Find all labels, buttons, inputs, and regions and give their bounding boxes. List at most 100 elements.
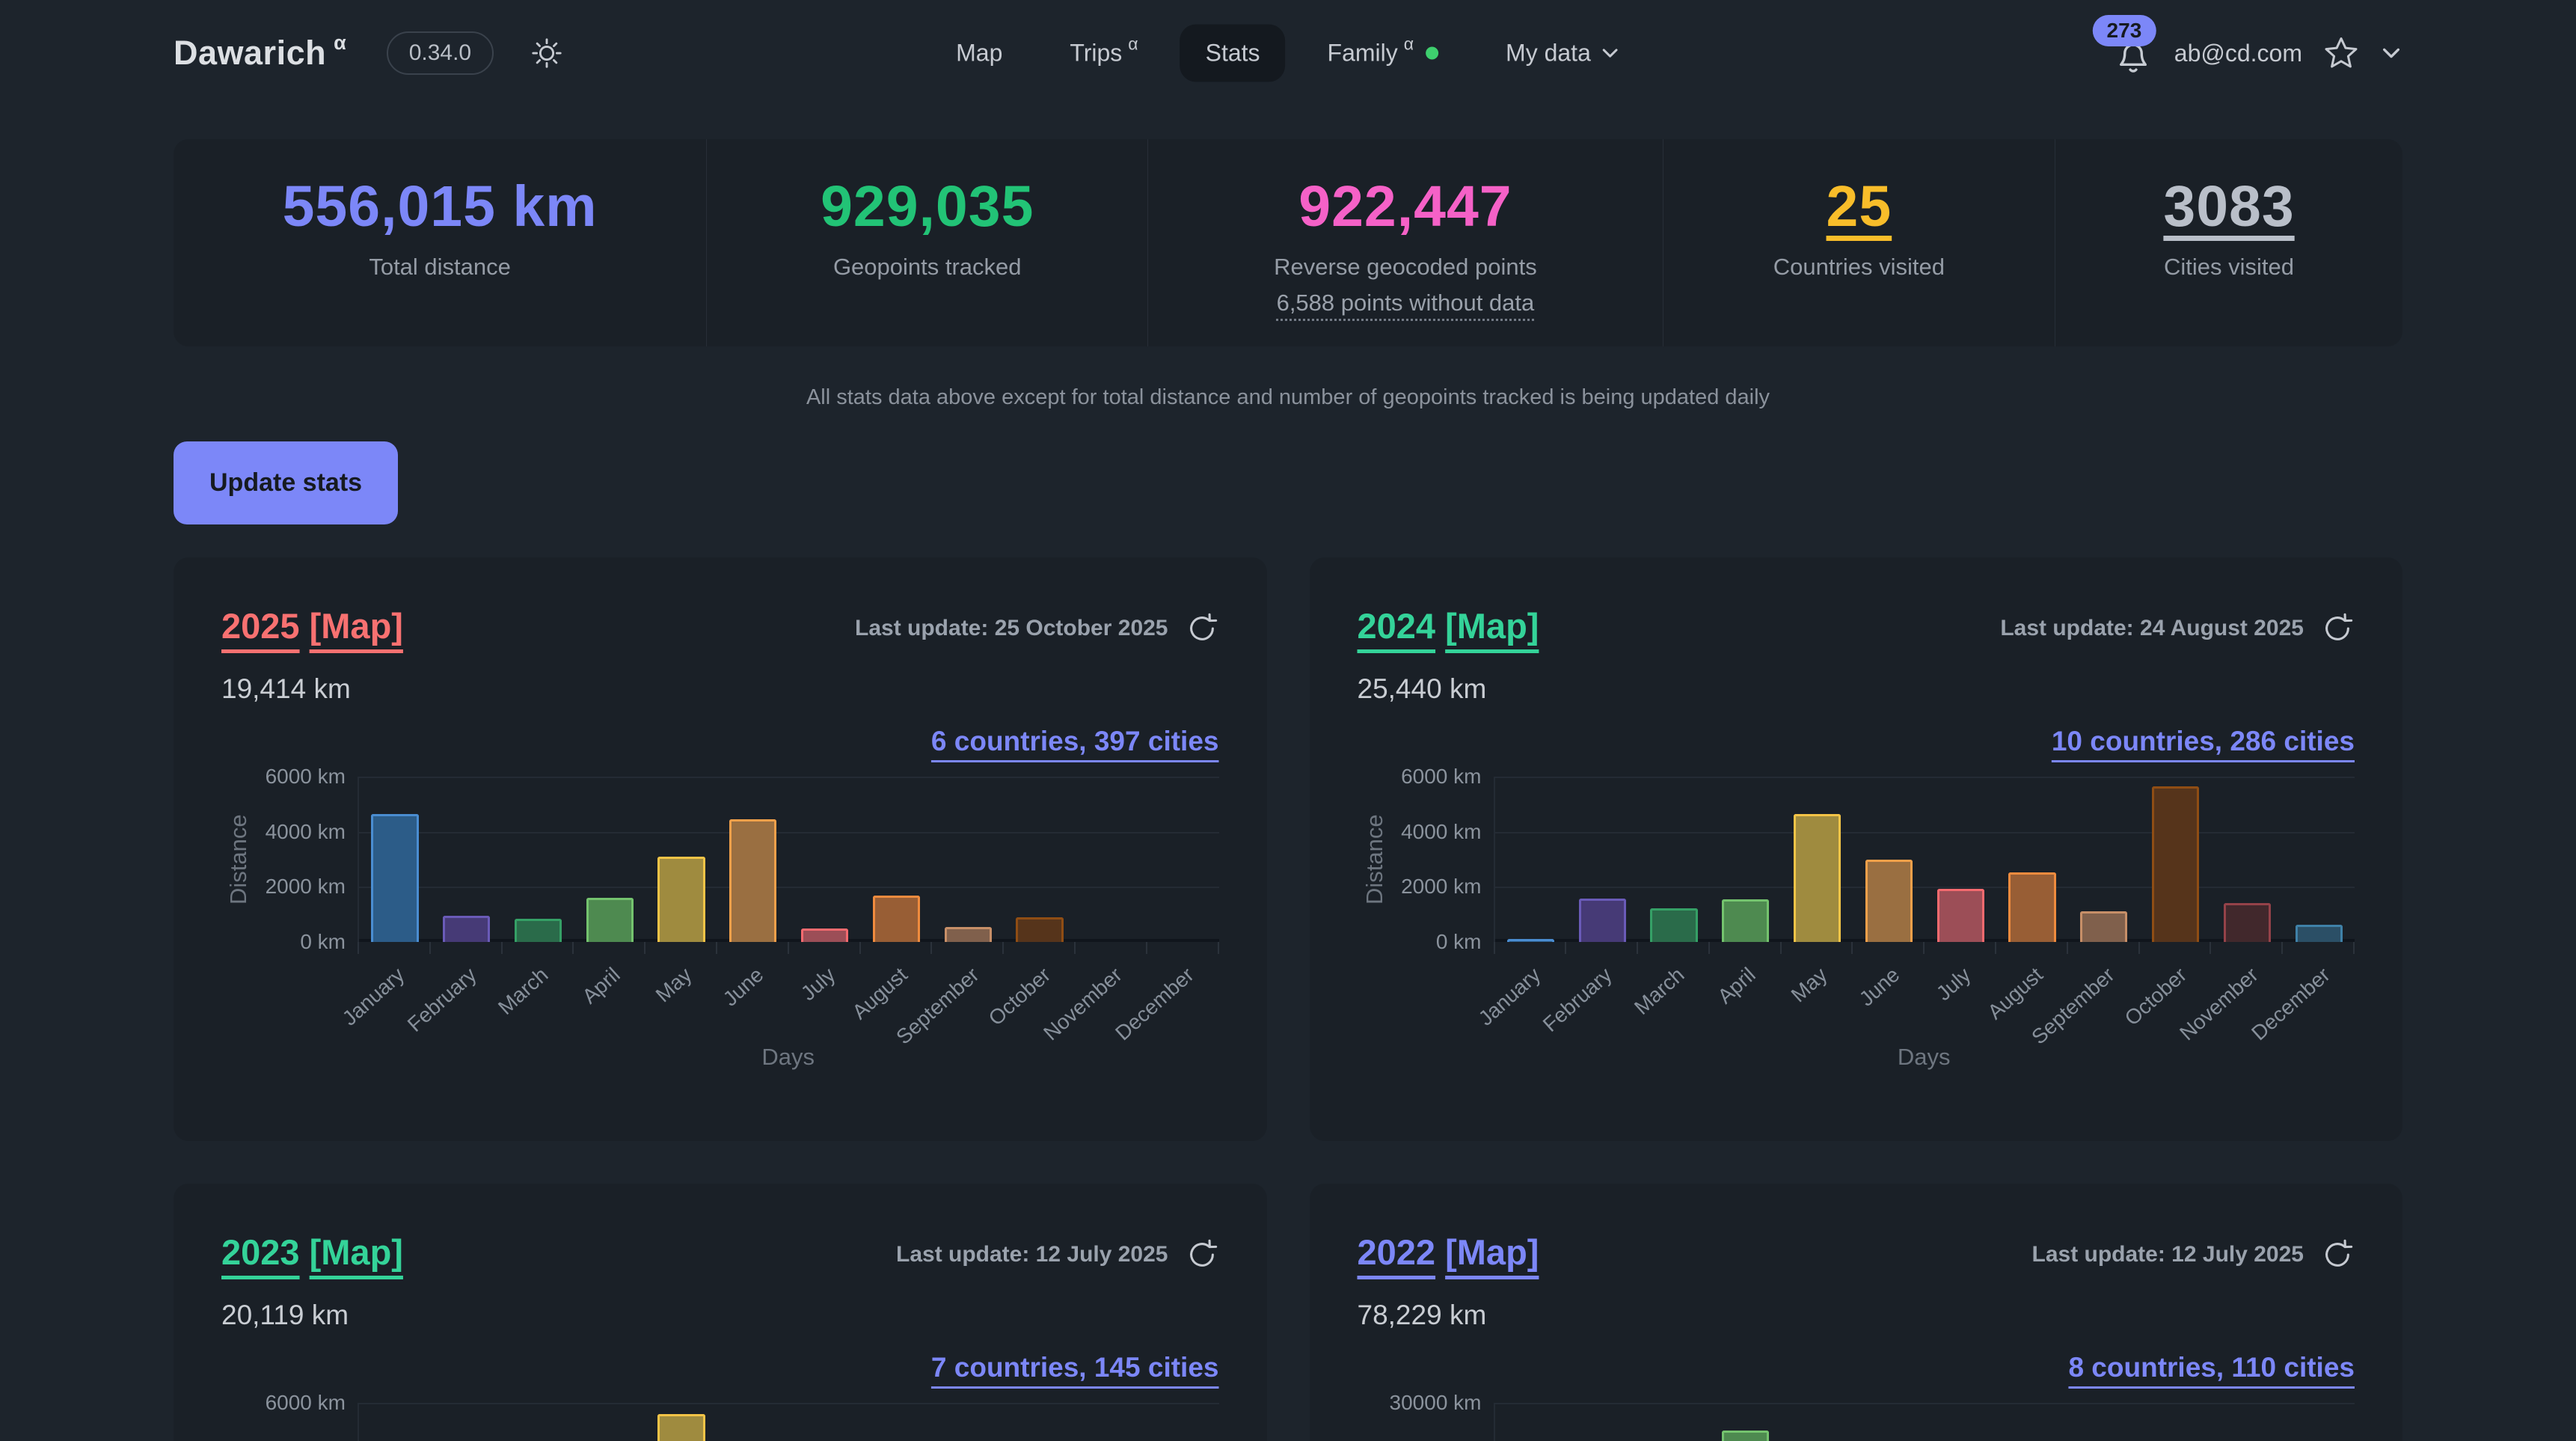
year-link[interactable]: 2023 xyxy=(221,1232,300,1272)
year-map-link[interactable]: [Map] xyxy=(1445,606,1539,646)
bar-slot xyxy=(503,1403,574,1441)
year-map-link[interactable]: [Map] xyxy=(309,606,403,646)
y-axis-title: Distance xyxy=(1361,814,1387,905)
bar-slot xyxy=(1782,1403,1853,1441)
stat-value: 929,035 xyxy=(821,174,1034,239)
bar-slot xyxy=(1638,1403,1710,1441)
refresh-button[interactable] xyxy=(1185,611,1219,646)
nav-stats[interactable]: Stats xyxy=(1180,24,1286,82)
countries-cities-row: 8 countries, 110 cities xyxy=(1358,1352,2355,1383)
month-label: June xyxy=(1854,963,1904,1011)
stats-note: All stats data above except for total di… xyxy=(806,385,1770,409)
nav-label: My data xyxy=(1506,39,1591,67)
year-distance: 25,440 km xyxy=(1357,673,1487,704)
year-card-header: 2025 [Map] Last update: 25 October 2025 xyxy=(221,605,1219,646)
bar-slot xyxy=(645,777,717,942)
bar-october xyxy=(1016,917,1064,942)
countries-cities-link[interactable]: 6 countries, 397 cities xyxy=(930,726,1219,756)
bar-slot xyxy=(431,777,503,942)
bar-slot xyxy=(1996,1403,2068,1441)
points-without-data-link[interactable]: 6,588 points without data xyxy=(1276,290,1535,316)
nav-map[interactable]: Map xyxy=(930,25,1028,82)
bar-june xyxy=(729,819,777,942)
app-title[interactable]: Dawarich xyxy=(174,34,327,72)
notifications-count-badge: 273 xyxy=(2092,14,2156,46)
month-label: December xyxy=(2247,963,2334,1045)
nav-my-data[interactable]: My data xyxy=(1480,25,1646,82)
year-link[interactable]: 2022 xyxy=(1357,1232,1436,1272)
update-stats-button[interactable]: Update stats xyxy=(174,441,399,524)
month-label: January xyxy=(1473,963,1545,1030)
chevron-down-icon xyxy=(2382,48,2400,58)
bar-july xyxy=(1936,889,1984,942)
nav-trips[interactable]: Trips α xyxy=(1044,25,1163,82)
year-card-header: 2022 [Map] Last update: 12 July 2025 xyxy=(1358,1232,2355,1273)
bar-slot xyxy=(1925,777,1996,942)
y-tick-label: 0 km xyxy=(300,930,346,953)
refresh-icon xyxy=(1189,1239,1217,1267)
bar-june xyxy=(1865,860,1913,942)
bar-january xyxy=(371,814,419,942)
refresh-button[interactable] xyxy=(2320,611,2355,646)
year-title: 2025 [Map] xyxy=(221,605,403,646)
bar-slot xyxy=(932,1403,1004,1441)
notifications-button[interactable]: 273 xyxy=(2092,14,2156,83)
bar-slot xyxy=(1925,1403,1996,1441)
refresh-button[interactable] xyxy=(1185,1237,1219,1272)
year-map-link[interactable]: [Map] xyxy=(309,1232,403,1272)
app-alpha-badge: α xyxy=(334,31,346,54)
countries-cities-link[interactable]: 10 countries, 286 cities xyxy=(2051,726,2355,756)
bar-slot xyxy=(2211,1403,2283,1441)
y-tick-label: 4000 km xyxy=(265,819,346,843)
year-distance: 19,414 km xyxy=(221,673,351,704)
year-link[interactable]: 2024 xyxy=(1357,606,1436,646)
year-map-link[interactable]: [Map] xyxy=(1445,1232,1539,1272)
bar-slot xyxy=(1710,777,1782,942)
bar-slot xyxy=(789,1403,861,1441)
theme-toggle-button[interactable] xyxy=(530,36,564,70)
stat-value[interactable]: 3083 xyxy=(2163,174,2295,239)
countries-cities-row: 10 countries, 286 cities xyxy=(1358,726,2355,757)
bar-slot xyxy=(1076,1403,1147,1441)
bar-april xyxy=(1722,1431,1770,1441)
year-card-2023: 2023 [Map] Last update: 12 July 2025 20,… xyxy=(174,1184,1267,1441)
family-online-dot xyxy=(1426,46,1439,60)
year-title: 2022 [Map] xyxy=(1358,1232,1539,1273)
countries-cities-link[interactable]: 8 countries, 110 cities xyxy=(2068,1352,2355,1383)
version-badge: 0.34.0 xyxy=(386,31,494,75)
user-email[interactable]: ab@cd.com xyxy=(2174,39,2302,67)
bar-slot xyxy=(717,777,789,942)
favorite-button[interactable] xyxy=(2323,35,2359,71)
nav-family[interactable]: Family α xyxy=(1302,25,1465,82)
stat-label: Cities visited xyxy=(2164,254,2295,280)
last-update-wrap: Last update: 25 October 2025 xyxy=(855,611,1218,646)
gridline xyxy=(1494,777,2355,778)
countries-cities-link[interactable]: 7 countries, 145 cities xyxy=(930,1352,1219,1383)
year-link[interactable]: 2025 xyxy=(221,606,300,646)
bar-slot xyxy=(932,777,1004,942)
bar-slot xyxy=(2283,777,2355,942)
month-label: November xyxy=(1039,963,1127,1045)
refresh-icon xyxy=(2325,613,2353,640)
refresh-icon xyxy=(2325,1239,2353,1267)
stat-value[interactable]: 25 xyxy=(1826,174,1892,239)
plot-area xyxy=(1493,1403,2355,1441)
year-card-header: 2024 [Map] Last update: 24 August 2025 xyxy=(1358,605,2355,646)
bars xyxy=(1495,1403,2355,1441)
x-axis-baseline xyxy=(1494,939,2355,942)
bar-slot xyxy=(359,777,431,942)
plot-area xyxy=(358,777,1219,942)
last-update-label: Last update: 25 October 2025 xyxy=(855,616,1168,640)
gridline xyxy=(1494,887,2355,889)
bar-slot xyxy=(1566,777,1638,942)
refresh-icon xyxy=(1189,613,1217,640)
bar-slot xyxy=(1782,777,1853,942)
stat-countries-visited: 25 Countries visited xyxy=(1662,139,2055,346)
account-menu-button[interactable] xyxy=(2380,42,2402,64)
bar-slot xyxy=(2068,777,2140,942)
refresh-button[interactable] xyxy=(2320,1237,2355,1272)
x-axis-labels: January February March April May June July Augu… xyxy=(338,954,1219,1049)
